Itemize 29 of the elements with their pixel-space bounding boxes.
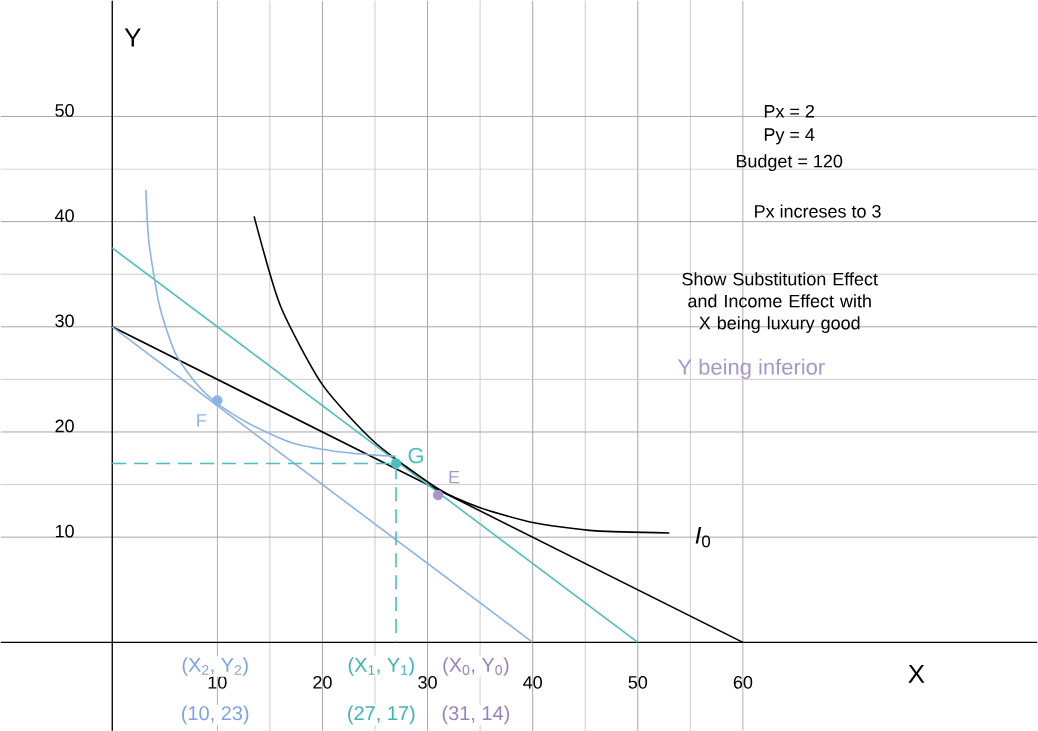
annotation: (X$_{0}$, Y$_{0}$): [443, 657, 509, 676]
annotation: Px increses to 3: [755, 204, 881, 218]
x-tick-label: 60: [733, 675, 753, 689]
annotation: Px = 2: [764, 104, 814, 118]
x-tick-label: 10: [208, 675, 227, 689]
annotation: E: [449, 470, 460, 484]
x-tick-label: 20: [313, 675, 332, 689]
annotation: (27, 17): [348, 705, 415, 725]
y-tick-label: 20: [55, 419, 74, 433]
annotation: Budget = 120: [736, 154, 843, 171]
annotation: (10, 23): [182, 705, 249, 725]
annotation: Y being inferior: [677, 358, 825, 379]
x-tick-label: 40: [523, 675, 542, 689]
annotation: (X$_{1}$, Y$_{1}$): [348, 657, 414, 676]
annotation: I$_{0}$: [695, 526, 711, 548]
x-tick-label: 30: [418, 675, 437, 689]
y-axis-title: Y: [124, 28, 141, 47]
y-tick-label: 30: [55, 314, 74, 327]
x-tick-label: 50: [628, 675, 648, 689]
annotation: F: [197, 413, 207, 427]
x-axis-title: X: [908, 664, 925, 683]
annotation: G: [408, 447, 423, 464]
annotation: (31, 14): [442, 705, 510, 725]
annotation: (X$_{2}$, Y$_{2}$): [182, 657, 248, 676]
y-tick-label: 50: [55, 103, 74, 117]
y-tick-label: 40: [54, 209, 74, 222]
annotation: Show Substitution Effect and Income Effect with X being luxury good: [682, 272, 878, 333]
y-tick-label: 10: [55, 524, 74, 538]
annotation: Py = 4: [764, 128, 815, 145]
